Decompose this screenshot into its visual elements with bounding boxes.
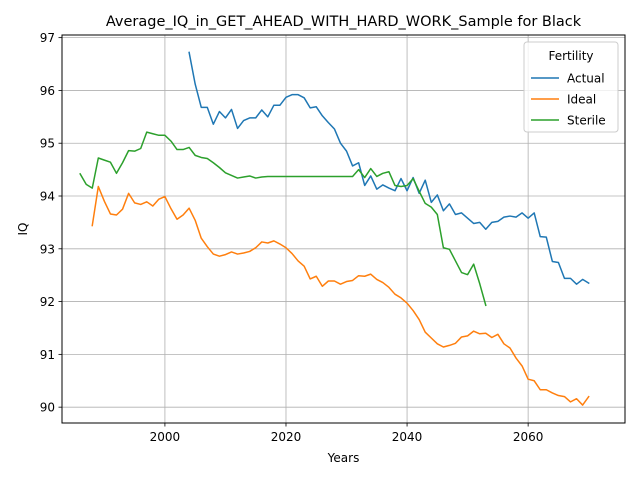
y-tick-label: 95 [40, 137, 55, 151]
chart-title: Average_IQ_in_GET_AHEAD_WITH_HARD_WORK_S… [106, 14, 582, 30]
x-tick-label: 2020 [271, 430, 302, 444]
legend-title: Fertility [548, 49, 593, 63]
y-tick-label: 94 [40, 190, 55, 204]
y-tick-label: 97 [40, 31, 55, 45]
y-tick-label: 91 [40, 348, 55, 362]
x-axis-label: Years [327, 451, 360, 465]
x-tick-label: 2060 [513, 430, 544, 444]
x-tick-label: 2040 [392, 430, 423, 444]
legend: Fertility Actual Ideal Sterile [524, 42, 618, 132]
legend-label-ideal: Ideal [567, 93, 596, 107]
x-tick-label: 2000 [150, 430, 181, 444]
y-tick-label: 92 [40, 295, 55, 309]
legend-label-sterile: Sterile [567, 114, 606, 128]
y-axis-label: IQ [16, 223, 30, 236]
y-tick-label: 93 [40, 242, 55, 256]
legend-label-actual: Actual [567, 72, 605, 86]
y-tick-label: 90 [40, 401, 55, 415]
y-tick-label: 96 [40, 84, 55, 98]
